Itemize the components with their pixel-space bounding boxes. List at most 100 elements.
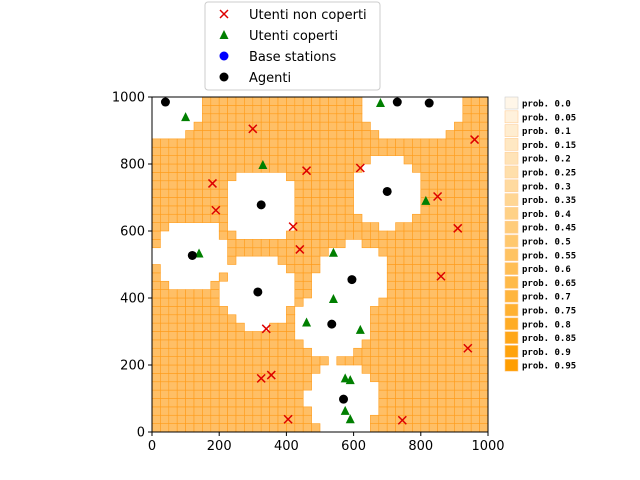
heatmap-cell <box>361 339 371 349</box>
heatmap-cell <box>454 280 464 290</box>
heatmap-cell <box>227 322 237 332</box>
heatmap-cell <box>437 356 447 366</box>
heatmap-cell <box>386 280 396 290</box>
heatmap-cell <box>286 230 296 240</box>
heatmap-cell <box>193 331 203 341</box>
heatmap-cell <box>302 155 312 165</box>
heatmap-cell <box>470 364 480 374</box>
heatmap-cell <box>403 280 413 290</box>
x-tick-label: 800 <box>408 439 433 454</box>
heatmap-cell <box>344 222 354 232</box>
heatmap-cell <box>420 247 430 257</box>
heatmap-cell <box>202 314 212 324</box>
heatmap-cell <box>403 247 413 257</box>
heatmap-cell <box>361 239 371 249</box>
heatmap-cell <box>428 381 438 391</box>
heatmap-cell <box>462 230 472 240</box>
heatmap-cell <box>302 364 312 374</box>
heatmap-cell <box>403 155 413 165</box>
heatmap-cell <box>437 306 447 316</box>
heatmap-cell <box>294 197 304 207</box>
heatmap-cell <box>420 230 430 240</box>
heatmap-cell <box>286 389 296 399</box>
heatmap-cell <box>294 172 304 182</box>
heatmap-cell <box>336 105 346 115</box>
heatmap-cell <box>302 230 312 240</box>
heatmap-cell <box>286 105 296 115</box>
heatmap-cell <box>445 356 455 366</box>
heatmap-cell <box>462 406 472 416</box>
heatmap-cell <box>428 347 438 357</box>
heatmap-cell <box>336 172 346 182</box>
heatmap-cell <box>311 138 321 148</box>
heatmap-cell <box>294 423 304 432</box>
heatmap-cell <box>445 389 455 399</box>
heatmap-cell <box>176 197 186 207</box>
heatmap-cell <box>193 188 203 198</box>
heatmap-cell <box>235 406 245 416</box>
heatmap-cell <box>227 381 237 391</box>
heatmap-cell <box>294 389 304 399</box>
heatmap-cell <box>395 264 405 274</box>
heatmap-cell <box>344 113 354 123</box>
heatmap-cell <box>454 180 464 190</box>
heatmap-cell <box>244 155 254 165</box>
agent-marker <box>160 97 170 107</box>
heatmap-cell <box>193 347 203 357</box>
heatmap-cell <box>403 255 413 265</box>
heatmap-cell <box>277 97 287 106</box>
x-tick-label: 0 <box>148 439 156 454</box>
legend-item-agents: Agenti <box>219 71 291 86</box>
heatmap-cell <box>152 347 161 357</box>
heatmap-cell <box>277 339 287 349</box>
heatmap-cell <box>412 322 422 332</box>
heatmap-cell <box>218 180 228 190</box>
heatmap-cell <box>286 423 296 432</box>
heatmap-cell <box>286 347 296 357</box>
heatmap-cell <box>210 213 220 223</box>
colorbar-swatch <box>504 358 519 372</box>
heatmap-cell <box>344 163 354 173</box>
heatmap-cell <box>470 113 480 123</box>
y-tick-label: 1000 <box>112 91 145 106</box>
heatmap-cell <box>319 222 329 232</box>
heatmap-cell <box>445 155 455 165</box>
heatmap-cell <box>252 155 262 165</box>
heatmap-cell <box>353 146 363 156</box>
heatmap-cell <box>185 138 195 148</box>
heatmap-cell <box>193 172 203 182</box>
colorbar-swatch <box>504 303 519 317</box>
heatmap-cell <box>437 314 447 324</box>
heatmap-cell <box>395 289 405 299</box>
heatmap-cell <box>210 197 220 207</box>
heatmap-cell <box>462 138 472 148</box>
heatmap-cell <box>252 331 262 341</box>
heatmap-cell <box>386 398 396 408</box>
heatmap-cell <box>227 314 237 324</box>
colorbar-swatch <box>504 262 519 275</box>
heatmap-cell <box>185 172 195 182</box>
heatmap-cell <box>328 138 338 148</box>
heatmap-cell <box>479 322 488 332</box>
heatmap-cell <box>420 222 430 232</box>
heatmap-cell <box>361 364 371 374</box>
heatmap-cell <box>378 138 388 148</box>
heatmap-cell <box>176 347 186 357</box>
uncovered-user-marker <box>248 124 258 134</box>
heatmap-cell <box>210 188 220 198</box>
heatmap-cell <box>420 172 430 182</box>
heatmap-cell <box>420 331 430 341</box>
heatmap-cell <box>244 364 254 374</box>
heatmap-cell <box>370 373 380 383</box>
heatmap-cell <box>311 356 321 366</box>
heatmap-cell <box>361 138 371 148</box>
heatmap-cell <box>152 289 161 299</box>
heatmap-cell <box>470 272 480 282</box>
heatmap-cell <box>445 381 455 391</box>
colorbar-entry: prob. 0.55 <box>504 248 576 262</box>
heatmap-cell <box>252 239 262 249</box>
heatmap-cell <box>403 373 413 383</box>
colorbar-swatch <box>504 248 519 262</box>
heatmap-cell <box>462 239 472 249</box>
heatmap-cell <box>370 347 380 357</box>
